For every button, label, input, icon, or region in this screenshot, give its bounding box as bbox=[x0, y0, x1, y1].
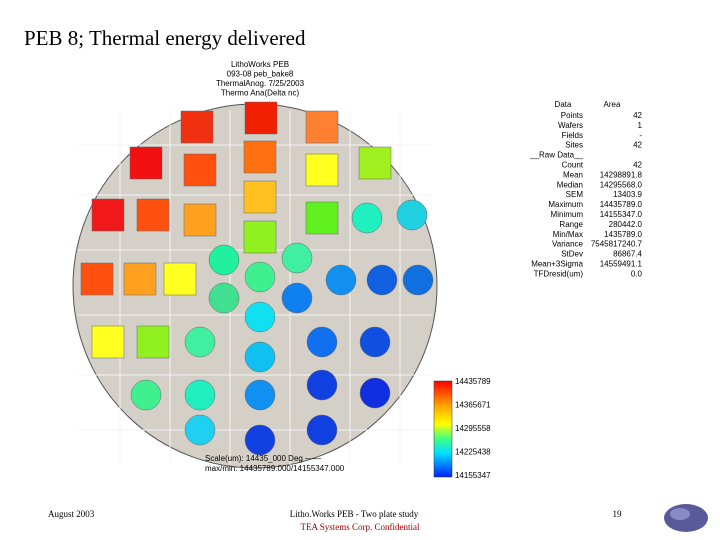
die bbox=[208, 244, 240, 276]
stat-label: Maximum bbox=[548, 200, 583, 209]
stat-value: 1 bbox=[638, 121, 643, 130]
title: PEB 8; Thermal energy delivered bbox=[24, 26, 306, 50]
stat-label: Fields bbox=[562, 131, 583, 140]
stat-label: Wafers bbox=[558, 121, 583, 130]
die bbox=[183, 203, 217, 237]
colorbar-label: 14155347 bbox=[455, 471, 491, 480]
die bbox=[402, 264, 434, 296]
die bbox=[281, 282, 313, 314]
die bbox=[184, 414, 216, 446]
die bbox=[184, 326, 216, 358]
die bbox=[208, 282, 240, 314]
die bbox=[306, 369, 338, 401]
stat-label: Minimum bbox=[551, 210, 584, 219]
stat-value: 1435789.0 bbox=[604, 230, 642, 239]
die bbox=[244, 261, 276, 293]
stat-value: 14295568.0 bbox=[600, 180, 643, 189]
die bbox=[244, 341, 276, 373]
stat-value: 0.0 bbox=[631, 269, 643, 278]
wafer-header: 093-08 peb_bake8 bbox=[227, 70, 294, 79]
die bbox=[325, 264, 357, 296]
stat-label: TFDresid(um) bbox=[534, 269, 584, 278]
die bbox=[358, 146, 392, 180]
stat-value: 42 bbox=[633, 141, 642, 150]
die bbox=[136, 198, 170, 232]
stat-value: 280442.0 bbox=[609, 220, 643, 229]
stat-label: Points bbox=[561, 111, 583, 120]
wafer-header: ThermalAnog. 7/25/2003 bbox=[216, 79, 305, 88]
stat-value: 14559491.1 bbox=[600, 260, 643, 269]
die bbox=[243, 140, 277, 174]
logo bbox=[664, 504, 708, 532]
stat-value: 14155347.0 bbox=[600, 210, 643, 219]
stat-value: 14298891.8 bbox=[600, 170, 643, 179]
die bbox=[183, 153, 217, 187]
colorbar bbox=[433, 380, 453, 478]
die bbox=[305, 110, 339, 144]
die bbox=[306, 326, 338, 358]
die bbox=[281, 242, 313, 274]
die bbox=[244, 424, 276, 456]
die bbox=[305, 201, 339, 235]
stat-value: 7545817240.7 bbox=[591, 240, 643, 249]
colorbar-label: 14435789 bbox=[455, 377, 491, 386]
die bbox=[359, 377, 391, 409]
stat-value: 86867.4 bbox=[613, 250, 642, 259]
stats-header: Area bbox=[604, 100, 621, 109]
die bbox=[243, 180, 277, 214]
stat-label: StDev bbox=[561, 250, 583, 259]
die bbox=[359, 326, 391, 358]
scale-text: Scale(um): 14435_000 Deg —— bbox=[205, 454, 321, 463]
die bbox=[306, 414, 338, 446]
stats-header: Data bbox=[555, 100, 572, 109]
die bbox=[163, 262, 197, 296]
stat-label: Count bbox=[562, 161, 584, 170]
scale-text: max/min: 14435789.000/14155347.000 bbox=[205, 464, 345, 473]
colorbar-label: 14295558 bbox=[455, 424, 491, 433]
die bbox=[91, 325, 125, 359]
die bbox=[129, 146, 163, 180]
die bbox=[184, 379, 216, 411]
stat-label: Sites bbox=[565, 141, 583, 150]
colorbar-label: 14225438 bbox=[455, 448, 491, 457]
wafer-header: LithoWorks PEB bbox=[231, 60, 289, 69]
die bbox=[305, 153, 339, 187]
die bbox=[136, 325, 170, 359]
stat-label: __Raw Data__ bbox=[529, 151, 583, 160]
stat-label: SEM bbox=[566, 190, 584, 199]
footer-company: TEA Systems Corp. Confidential bbox=[301, 522, 420, 532]
page-number: 19 bbox=[613, 509, 623, 519]
die bbox=[91, 198, 125, 232]
die bbox=[244, 301, 276, 333]
die bbox=[180, 110, 214, 144]
stat-label: Range bbox=[559, 220, 583, 229]
dies bbox=[80, 101, 434, 456]
stat-value: 42 bbox=[633, 111, 642, 120]
die bbox=[396, 199, 428, 231]
die bbox=[243, 220, 277, 254]
die bbox=[244, 379, 276, 411]
die bbox=[351, 202, 383, 234]
footer-study: Litho.Works PEB - Two plate study bbox=[290, 509, 419, 519]
stat-label: Min/Max bbox=[553, 230, 583, 239]
die bbox=[80, 262, 114, 296]
footer-date: August 2003 bbox=[48, 509, 95, 519]
stat-label: Median bbox=[557, 180, 583, 189]
stat-label: Variance bbox=[552, 240, 584, 249]
colorbar-label: 14365671 bbox=[455, 401, 491, 410]
stat-value: 42 bbox=[633, 161, 642, 170]
stat-value: 13403.9 bbox=[613, 190, 642, 199]
die bbox=[123, 262, 157, 296]
stat-value: - bbox=[639, 131, 642, 140]
wafer-header: Thermo Ana(Delta nc) bbox=[221, 89, 300, 98]
stat-label: Mean bbox=[563, 170, 583, 179]
die bbox=[244, 101, 278, 135]
die bbox=[366, 264, 398, 296]
stat-value: 14435789.0 bbox=[600, 200, 643, 209]
die bbox=[130, 379, 162, 411]
stat-label: Mean+3Sigma bbox=[531, 260, 583, 269]
